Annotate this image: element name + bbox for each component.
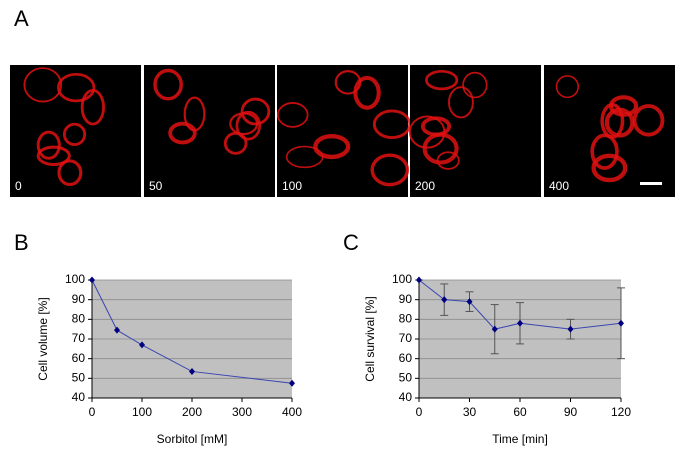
cell (370, 153, 410, 187)
x-axis-label: Sorbitol [mM] (157, 432, 228, 446)
cell (436, 151, 460, 170)
y-tick-label: 60 (72, 351, 86, 365)
cell (36, 145, 71, 166)
x-tick-label: 100 (132, 405, 152, 419)
y-tick-label: 70 (399, 331, 413, 345)
image-label: 200 (415, 179, 435, 193)
micrographs: 0 50 100 200 400 (10, 65, 675, 197)
cell (313, 133, 351, 160)
x-tick-label: 400 (282, 405, 302, 419)
x-tick-label: 300 (232, 405, 252, 419)
cell (462, 71, 488, 99)
image-label: 50 (149, 179, 163, 193)
data-point (567, 325, 574, 333)
x-tick-label: 0 (416, 405, 423, 419)
cell (285, 145, 324, 169)
data-point (189, 367, 195, 375)
image-label: 100 (282, 179, 302, 193)
y-tick-label: 50 (72, 371, 86, 385)
y-axis-label: Cell survival [%] (363, 296, 377, 381)
y-tick-label: 90 (399, 292, 413, 306)
y-tick-label: 40 (399, 390, 413, 404)
panel-label: B (14, 230, 29, 255)
cell (425, 69, 459, 91)
cell (62, 122, 87, 147)
data-point (289, 379, 295, 387)
x-tick-label: 0 (89, 405, 96, 419)
panel-label: C (343, 230, 359, 255)
cell (632, 104, 665, 137)
cell (448, 86, 474, 119)
cell (420, 116, 452, 137)
cell (229, 112, 259, 136)
cell (183, 96, 206, 132)
cell (23, 67, 63, 103)
data-point (517, 319, 523, 327)
x-axis-label: Time [min] (492, 432, 548, 446)
x-tick-label: 120 (611, 405, 631, 419)
data-point (416, 276, 422, 284)
scale-bar (640, 182, 662, 185)
image-label: 400 (549, 179, 569, 193)
y-tick-label: 70 (72, 331, 86, 345)
cell (57, 159, 83, 187)
y-axis-label: Cell volume [%] (36, 297, 50, 380)
y-tick-label: 40 (72, 390, 86, 404)
cell (555, 75, 580, 99)
cell (223, 131, 248, 155)
cell (334, 70, 362, 95)
data-point (491, 325, 498, 333)
cell (591, 153, 628, 183)
y-tick-label: 50 (399, 371, 413, 385)
cell (600, 103, 625, 139)
data-point (89, 276, 95, 284)
cell (36, 130, 61, 160)
cell (153, 68, 183, 101)
cell (353, 75, 381, 110)
x-tick-label: 200 (182, 405, 202, 419)
panel-label: A (14, 6, 29, 31)
y-tick-label: 100 (65, 272, 85, 286)
cell (276, 102, 309, 128)
y-tick-label: 80 (399, 312, 413, 326)
cell (168, 121, 197, 145)
image-label: 0 (15, 179, 22, 193)
micrograph (277, 65, 408, 197)
cell (240, 97, 271, 126)
data-point (618, 319, 624, 327)
micrograph (144, 65, 275, 197)
data-point (114, 326, 120, 334)
data-point (441, 296, 448, 304)
cell (372, 109, 412, 139)
micrograph (10, 65, 141, 197)
x-tick-label: 30 (463, 405, 477, 419)
y-tick-label: 80 (72, 312, 86, 326)
cell (590, 133, 619, 170)
x-tick-label: 90 (564, 405, 578, 419)
data-point (466, 298, 473, 306)
cell (80, 88, 105, 126)
y-tick-label: 100 (392, 272, 412, 286)
x-tick-label: 60 (513, 405, 527, 419)
cell (56, 72, 96, 103)
cell (235, 110, 262, 141)
data-point (139, 341, 145, 349)
y-tick-label: 90 (72, 292, 86, 306)
y-tick-label: 60 (399, 351, 413, 365)
